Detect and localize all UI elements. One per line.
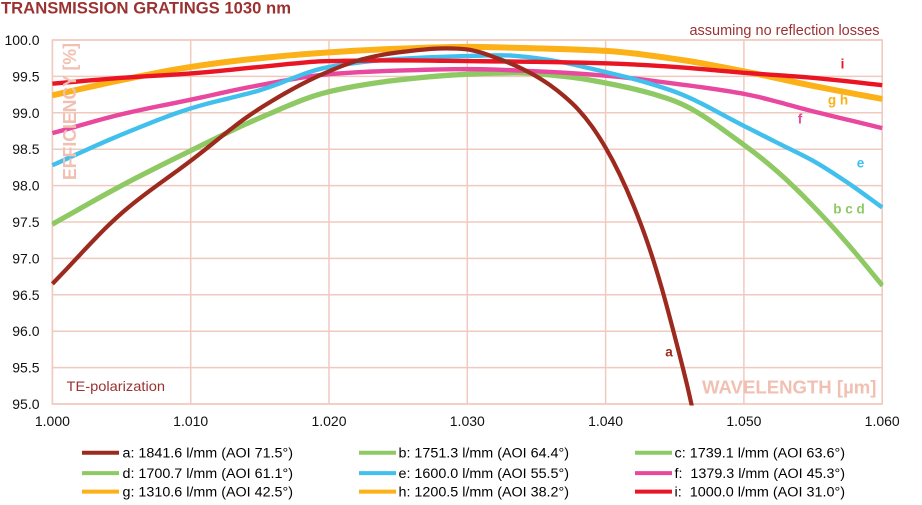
svg-text:TRANSMISSION GRATINGS 1030 nm: TRANSMISSION GRATINGS 1030 nm [1,0,291,17]
svg-text:96.5: 96.5 [12,287,39,303]
svg-text:96.0: 96.0 [12,323,39,339]
svg-text:95.0: 95.0 [12,396,39,412]
svg-text:97.5: 97.5 [12,214,39,230]
svg-text:e: 1600.0 l/mm (AOI 55.5°): e: 1600.0 l/mm (AOI 55.5°) [399,466,570,481]
svg-text:i: 1000.0 l/mm (AOI 31.0°): i: 1000.0 l/mm (AOI 31.0°) [675,485,846,500]
svg-text:1.020: 1.020 [311,413,346,429]
svg-text:98.0: 98.0 [12,178,39,194]
svg-text:1.010: 1.010 [173,413,208,429]
svg-text:b: 1751.3 l/mm (AOI 64.4°): b: 1751.3 l/mm (AOI 64.4°) [399,446,570,461]
svg-text:f: f [798,112,803,127]
svg-text:d: 1700.7 l/mm (AOI 61.1°): d: 1700.7 l/mm (AOI 61.1°) [123,466,294,481]
svg-text:1.060: 1.060 [865,413,900,429]
svg-text:95.5: 95.5 [12,360,39,376]
svg-text:c: 1739.1 l/mm (AOI 63.6°): c: 1739.1 l/mm (AOI 63.6°) [675,446,846,461]
svg-text:e: e [857,156,865,171]
svg-text:97.0: 97.0 [12,250,39,266]
svg-text:b c d: b c d [833,202,865,217]
svg-text:EFFICIENCY [%]: EFFICIENCY [%] [60,43,80,180]
svg-text:99.0: 99.0 [12,105,39,121]
svg-text:1.030: 1.030 [450,413,485,429]
svg-text:h: 1200.5 l/mm (AOI 38.2°): h: 1200.5 l/mm (AOI 38.2°) [399,485,570,500]
svg-text:a: a [665,345,673,360]
svg-text:100.0: 100.0 [4,32,39,48]
svg-text:99.5: 99.5 [12,68,39,84]
svg-text:TE-polarization: TE-polarization [67,378,166,394]
svg-text:assuming no reflection losses: assuming no reflection losses [690,22,880,39]
svg-text:1.050: 1.050 [726,413,761,429]
svg-text:f: 1379.3 l/mm (AOI 45.3°): f: 1379.3 l/mm (AOI 45.3°) [675,466,846,481]
svg-text:g: 1310.6 l/mm (AOI 42.5°): g: 1310.6 l/mm (AOI 42.5°) [123,485,294,500]
svg-text:i: i [841,57,845,72]
svg-text:g h: g h [828,93,848,108]
svg-text:a: 1841.6 l/mm (AOI 71.5°): a: 1841.6 l/mm (AOI 71.5°) [123,446,294,461]
svg-text:1.000: 1.000 [35,413,70,429]
svg-text:98.5: 98.5 [12,141,39,157]
svg-text:1.040: 1.040 [588,413,623,429]
svg-text:WAVELENGTH [µm]: WAVELENGTH [µm] [702,378,877,398]
